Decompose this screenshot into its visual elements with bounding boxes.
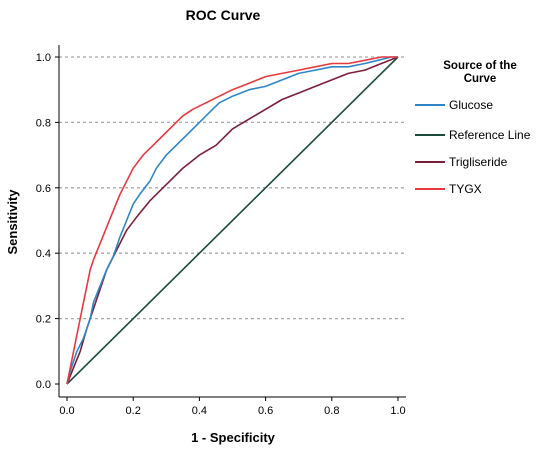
x-tick-label: 0.8 xyxy=(324,405,339,417)
legend: Source of the Curve Glucose Reference Lin… xyxy=(415,60,531,196)
y-tick-label: 0.4 xyxy=(36,248,51,260)
series-line-trigliseride xyxy=(66,56,399,385)
gridlines xyxy=(59,56,406,320)
series-line-reference-line xyxy=(66,56,399,385)
legend-label-tygx: TYGX xyxy=(449,182,482,196)
x-tick-label: 0.6 xyxy=(258,405,273,417)
legend-label-trigliseride: Trigliseride xyxy=(449,155,508,169)
legend-label-reference-line: Reference Line xyxy=(449,128,531,142)
legend-title-line2: Curve xyxy=(464,73,497,85)
y-tick-label: 0.0 xyxy=(36,379,51,391)
x-axis-title: 1 - Specificity xyxy=(191,430,276,445)
y-tick-label: 1.0 xyxy=(36,52,51,64)
legend-label-glucose: Glucose xyxy=(449,98,493,112)
y-tick-label: 0.6 xyxy=(36,183,51,195)
x-tick-label: 1.0 xyxy=(390,405,405,417)
x-tick-label: 0.0 xyxy=(59,405,74,417)
series-line-glucose xyxy=(66,56,398,385)
chart-title: ROC Curve xyxy=(186,7,261,23)
plot-frame xyxy=(58,45,406,398)
legend-title-line1: Source of the xyxy=(443,60,516,72)
x-tick-label: 0.2 xyxy=(126,405,141,417)
y-axis-title: Sensitivity xyxy=(5,189,20,255)
series-line-tygx xyxy=(66,56,398,385)
x-tick-label: 0.4 xyxy=(192,405,207,417)
y-tick-label: 0.2 xyxy=(36,314,51,326)
series-lines xyxy=(66,56,399,385)
axis-ticks: 0.0 0.2 0.4 0.6 0.8 1.0 0.0 0.2 0.4 0.6 0.8 1.0 xyxy=(36,52,406,417)
y-tick-label: 0.8 xyxy=(36,117,51,129)
